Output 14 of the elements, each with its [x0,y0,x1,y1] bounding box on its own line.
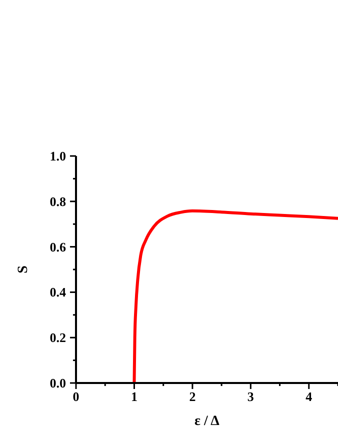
x-axis-title: ε / Δ [194,414,220,429]
x-tick-label: 0 [72,389,80,404]
y-tick-label: 0.0 [50,376,66,390]
x-tick-label: 4 [306,389,313,404]
y-tick-label: 0.8 [50,194,66,209]
y-tick-label: 0.4 [50,284,66,300]
line-series [132,209,338,383]
y-axis-title: S [16,265,31,274]
y-tick-label: 1.0 [50,148,66,164]
y-tick-label: 0.6 [50,239,66,254]
x-tick-label: 2 [189,389,196,404]
x-tick-label: 1 [130,389,138,404]
y-tick-label: 0.2 [50,330,66,346]
x-tick-label: 3 [247,389,254,404]
